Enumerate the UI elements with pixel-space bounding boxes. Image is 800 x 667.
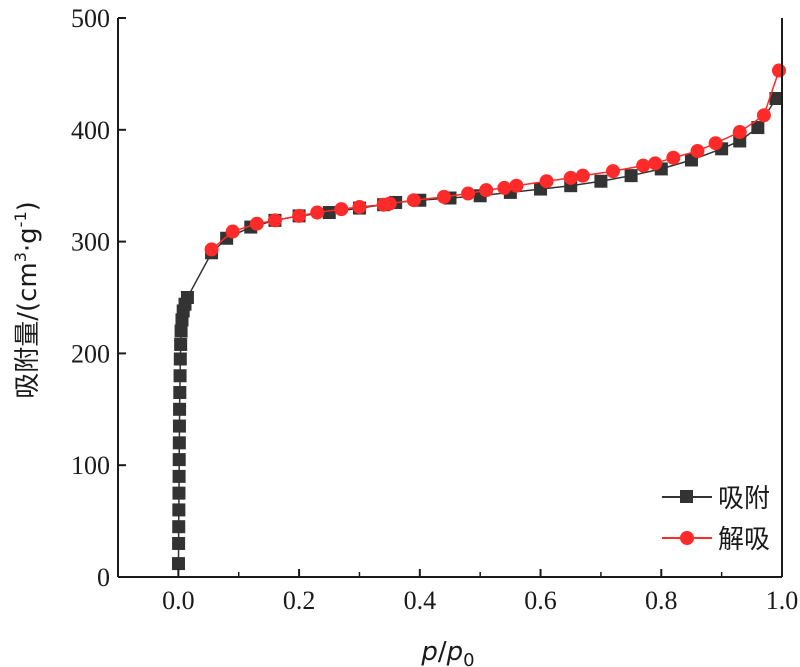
adsorption-point: [594, 174, 608, 188]
y-tick-label: 0: [97, 563, 110, 592]
legend-marker-square: [680, 490, 693, 503]
adsorption-point: [172, 520, 186, 534]
legend-label-adsorption: 吸附: [718, 484, 770, 514]
legend-label-desorption: 解吸: [718, 525, 770, 555]
adsorption-point: [172, 436, 186, 450]
desorption-point: [310, 205, 325, 220]
desorption-point: [249, 216, 264, 231]
adsorption-point: [172, 469, 186, 483]
x-tick-label: 0.2: [283, 586, 316, 615]
x-tick-label: 0.4: [404, 586, 437, 615]
desorption-point: [292, 208, 307, 223]
adsorption-point: [172, 486, 186, 500]
desorption-point: [479, 183, 494, 198]
axes: 0 100 200 300 400 500 0.0 0.2 0.4 0.6 0.8 1.0: [71, 4, 798, 615]
y-tick-label: 500: [71, 4, 110, 33]
adsorption-point: [172, 453, 186, 467]
legend: 吸附 解吸: [662, 484, 770, 555]
adsorption-point: [173, 402, 187, 416]
desorption-point: [204, 242, 219, 257]
adsorption-point: [173, 386, 187, 400]
adsorption-point: [322, 206, 336, 220]
x-tick-label: 0.8: [645, 586, 678, 615]
adsorption-point: [173, 352, 187, 366]
desorption-point: [406, 193, 421, 208]
desorption-point: [708, 136, 723, 151]
desorption-point: [461, 186, 476, 201]
desorption-point: [732, 125, 747, 140]
adsorption-point: [751, 121, 765, 135]
desorption-point: [539, 174, 554, 189]
desorption-point: [267, 213, 282, 228]
adsorption-point: [624, 169, 638, 183]
desorption-point: [771, 63, 786, 78]
adsorption-point: [171, 557, 185, 571]
adsorption-point: [180, 291, 194, 304]
series-line-1: [211, 70, 780, 250]
plot-area: [171, 63, 786, 571]
desorption-point: [636, 158, 651, 173]
desorption-point: [376, 197, 391, 212]
x-axis-title: p/p0: [420, 637, 474, 667]
y-tick-label: 400: [71, 116, 110, 145]
y-tick-label: 300: [71, 228, 110, 257]
x-tick-label: 1.0: [766, 586, 799, 615]
desorption-point: [563, 170, 578, 185]
adsorption-point: [174, 337, 188, 351]
desorption-point: [756, 108, 771, 123]
adsorption-point: [172, 536, 186, 550]
desorption-point: [334, 202, 349, 217]
adsorption-point: [172, 419, 186, 433]
desorption-point: [509, 178, 524, 193]
desorption-point: [352, 199, 367, 214]
adsorption-point: [174, 324, 188, 338]
y-tick-label: 200: [71, 339, 110, 368]
desorption-point: [225, 224, 240, 239]
desorption-point: [436, 189, 451, 204]
desorption-point: [666, 150, 681, 165]
desorption-point: [690, 144, 705, 159]
desorption-point: [497, 180, 512, 195]
x-tick-label: 0.6: [524, 586, 557, 615]
desorption-point: [575, 168, 590, 183]
desorption-point: [605, 164, 620, 179]
adsorption-point: [173, 369, 187, 383]
adsorption-point: [769, 91, 783, 105]
y-tick-label: 100: [71, 451, 110, 480]
adsorption-point: [172, 503, 186, 517]
y-axis-title: 吸附量/(cm3·g-1): [11, 201, 43, 399]
desorption-point: [648, 156, 663, 171]
x-tick-label: 0.0: [162, 586, 195, 615]
legend-marker-circle: [680, 531, 694, 545]
